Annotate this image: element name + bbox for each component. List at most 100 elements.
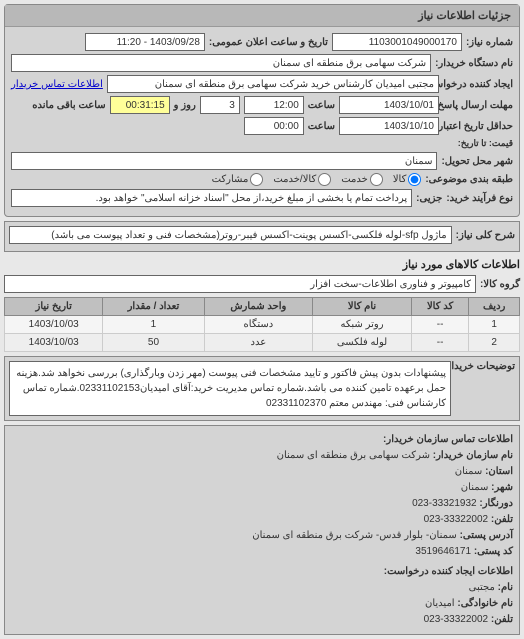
buyer-notes-label: توضیحات خریدار:	[455, 361, 515, 372]
need-key-section: شرح کلی نیاز: ماژول sfp-لوله فلکسی-اکسس …	[4, 221, 520, 252]
province-label: استان:	[485, 466, 513, 477]
cell: روتر شبکه	[313, 316, 412, 334]
contact-postal: کد پستی: 3519646171	[11, 544, 513, 560]
contact-org: نام سازمان خریدار: شرکت سهامی برق منطقه …	[11, 448, 513, 464]
buyer-notes-section: توضیحات خریدار: پیشنهادات بدون پیش فاکتو…	[4, 356, 520, 421]
category-radio-group: کالا خدمت کالا/خدمت مشارکت	[212, 173, 422, 186]
goods-table: ردیف کد کالا نام کالا واحد شمارش تعداد /…	[4, 297, 520, 352]
contact-link[interactable]: اطلاعات تماس خریدار	[11, 79, 103, 90]
phone-label: تلفن:	[491, 514, 513, 525]
validity-label: حداقل تاریخ اعتبار	[443, 121, 513, 132]
th-date: تاریخ نیاز	[5, 298, 103, 316]
org-name-label: نام سازمان خریدار:	[433, 450, 513, 461]
contact-city: شهر: سمنان	[11, 480, 513, 496]
radio-service[interactable]: خدمت	[341, 173, 383, 186]
row-need-key: شرح کلی نیاز: ماژول sfp-لوله فلکسی-اکسس …	[9, 226, 515, 244]
deadline-label: مهلت ارسال پاسخ:	[443, 100, 513, 111]
buyer-notes-box: پیشنهادات بدون پیش فاکتور و تایید مشخصات…	[9, 361, 451, 416]
city-label: شهر محل تحویل:	[441, 156, 513, 167]
need-number-field: 1103001049000170	[332, 33, 462, 51]
province: سمنان	[455, 466, 483, 477]
cell: --	[411, 334, 468, 352]
purchase-desc-field: پرداخت تمام یا بخشی از مبلغ خرید،از محل …	[11, 189, 412, 207]
row-category: طبقه بندی موضوعی: کالا خدمت کالا/خدمت مش…	[11, 173, 513, 186]
cell: دستگاه	[204, 316, 313, 334]
purchase-type: جزیی:	[416, 193, 442, 204]
cell: 1	[103, 316, 204, 334]
goods-info-title: اطلاعات کالاهای مورد نیاز	[4, 258, 520, 271]
fax: 33321932-023	[412, 498, 477, 509]
name-label: نام:	[498, 582, 513, 593]
row-need-number: شماره نیاز: 1103001049000170 تاریخ و ساع…	[11, 33, 513, 51]
radio-goods[interactable]: کالا	[393, 173, 422, 186]
panel-header: جزئیات اطلاعات نیاز	[5, 5, 519, 27]
table-row: 2 -- لوله فلکسی عدد 50 1403/10/03	[5, 334, 520, 352]
cell: 1403/10/03	[5, 316, 103, 334]
creator-surname: نام خانوادگی: امیدیان	[11, 596, 513, 612]
row-goods-group: گروه کالا: کامپیوتر و فناوری اطلاعات-سخت…	[4, 275, 520, 293]
radio-goods-service-label: کالا/خدمت	[273, 174, 316, 185]
table-row: 1 -- روتر شبکه دستگاه 1 1403/10/03	[5, 316, 520, 334]
requester-label: ایجاد کننده درخواست:	[443, 79, 513, 90]
goods-group-field: کامپیوتر و فناوری اطلاعات-سخت افزار	[4, 275, 476, 293]
need-key-field: ماژول sfp-لوله فلکسی-اکسس پوینت-اکسس فیب…	[9, 226, 452, 244]
org-name: شرکت سهامی برق منطقه ای سمنان	[277, 450, 430, 461]
remaining-time-field: 00:31:15	[110, 96, 170, 114]
days-field: 3	[200, 96, 240, 114]
th-qty: تعداد / مقدار	[103, 298, 204, 316]
public-date-field: 1403/09/28 - 11:20	[85, 33, 205, 51]
contact-block: اطلاعات تماس سازمان خریدار: نام سازمان خ…	[4, 425, 520, 635]
contact-title: اطلاعات تماس سازمان خریدار:	[11, 432, 513, 448]
radio-participation-input[interactable]	[250, 173, 263, 186]
need-number-label: شماره نیاز:	[466, 37, 513, 48]
postal-label: کد پستی:	[474, 546, 513, 557]
public-date-label: تاریخ و ساعت اعلان عمومی:	[209, 37, 328, 48]
deadline-date-field: 1403/10/01	[339, 96, 439, 114]
category-label: طبقه بندی موضوعی:	[425, 174, 513, 185]
th-unit: واحد شمارش	[204, 298, 313, 316]
requester-field: مجتبی امیدیان کارشناس خرید شرکت سهامی بر…	[107, 75, 439, 93]
surname-label: نام خانوادگی:	[457, 598, 513, 609]
purchase-type-label: نوع فرآیند خرید:	[446, 193, 513, 204]
radio-service-input[interactable]	[370, 173, 383, 186]
address-label: آدرس پستی:	[460, 530, 513, 541]
device-name-field: شرکت سهامی برق منطقه ای سمنان	[11, 54, 431, 72]
contact-fax: دورنگار: 33321932-023	[11, 496, 513, 512]
goods-info-section: اطلاعات کالاهای مورد نیاز گروه کالا: کام…	[4, 258, 520, 352]
goods-group-label: گروه کالا:	[480, 279, 520, 290]
radio-goods-input[interactable]	[408, 173, 421, 186]
cell: 1	[469, 316, 520, 334]
remaining-label: ساعت باقی مانده	[32, 100, 105, 111]
cell: 50	[103, 334, 204, 352]
row-validity-sub: قیمت: تا تاریخ:	[11, 138, 513, 149]
cell: عدد	[204, 334, 313, 352]
time-label-2: ساعت	[308, 121, 335, 132]
city2: سمنان	[461, 482, 489, 493]
radio-goods-service[interactable]: کالا/خدمت	[273, 173, 331, 186]
city-field: سمنان	[11, 152, 437, 170]
device-name-label: نام دستگاه خریدار:	[435, 58, 513, 69]
contact-province: استان: سمنان	[11, 464, 513, 480]
phone2-label: تلفن:	[491, 614, 513, 625]
validity-date-field: 1403/10/10	[339, 117, 439, 135]
creator-name: نام: مجتبی	[11, 580, 513, 596]
contact-phone: تلفن: 33322002-023	[11, 512, 513, 528]
contact-address: آدرس پستی: سمنان- بلوار قدس- شرکت برق من…	[11, 528, 513, 544]
phone2: 33322002-023	[424, 614, 489, 625]
radio-participation-label: مشارکت	[212, 174, 249, 185]
cell: 2	[469, 334, 520, 352]
fax-label: دورنگار:	[479, 498, 513, 509]
th-code: کد کالا	[411, 298, 468, 316]
main-panel: جزئیات اطلاعات نیاز شماره نیاز: 11030010…	[4, 4, 520, 217]
need-key-label: شرح کلی نیاز:	[456, 230, 515, 241]
radio-goods-service-input[interactable]	[318, 173, 331, 186]
postal: 3519646171	[415, 546, 471, 557]
radio-participation[interactable]: مشارکت	[212, 173, 264, 186]
request-creator-title: اطلاعات ایجاد کننده درخواست:	[11, 564, 513, 580]
row-validity: حداقل تاریخ اعتبار 1403/10/10 ساعت 00:00	[11, 117, 513, 135]
validity-sublabel: قیمت: تا تاریخ:	[443, 138, 513, 149]
row-purchase-type: نوع فرآیند خرید: جزیی: پرداخت تمام یا بخ…	[11, 189, 513, 207]
table-header-row: ردیف کد کالا نام کالا واحد شمارش تعداد /…	[5, 298, 520, 316]
cell: --	[411, 316, 468, 334]
radio-goods-label: کالا	[393, 174, 407, 185]
